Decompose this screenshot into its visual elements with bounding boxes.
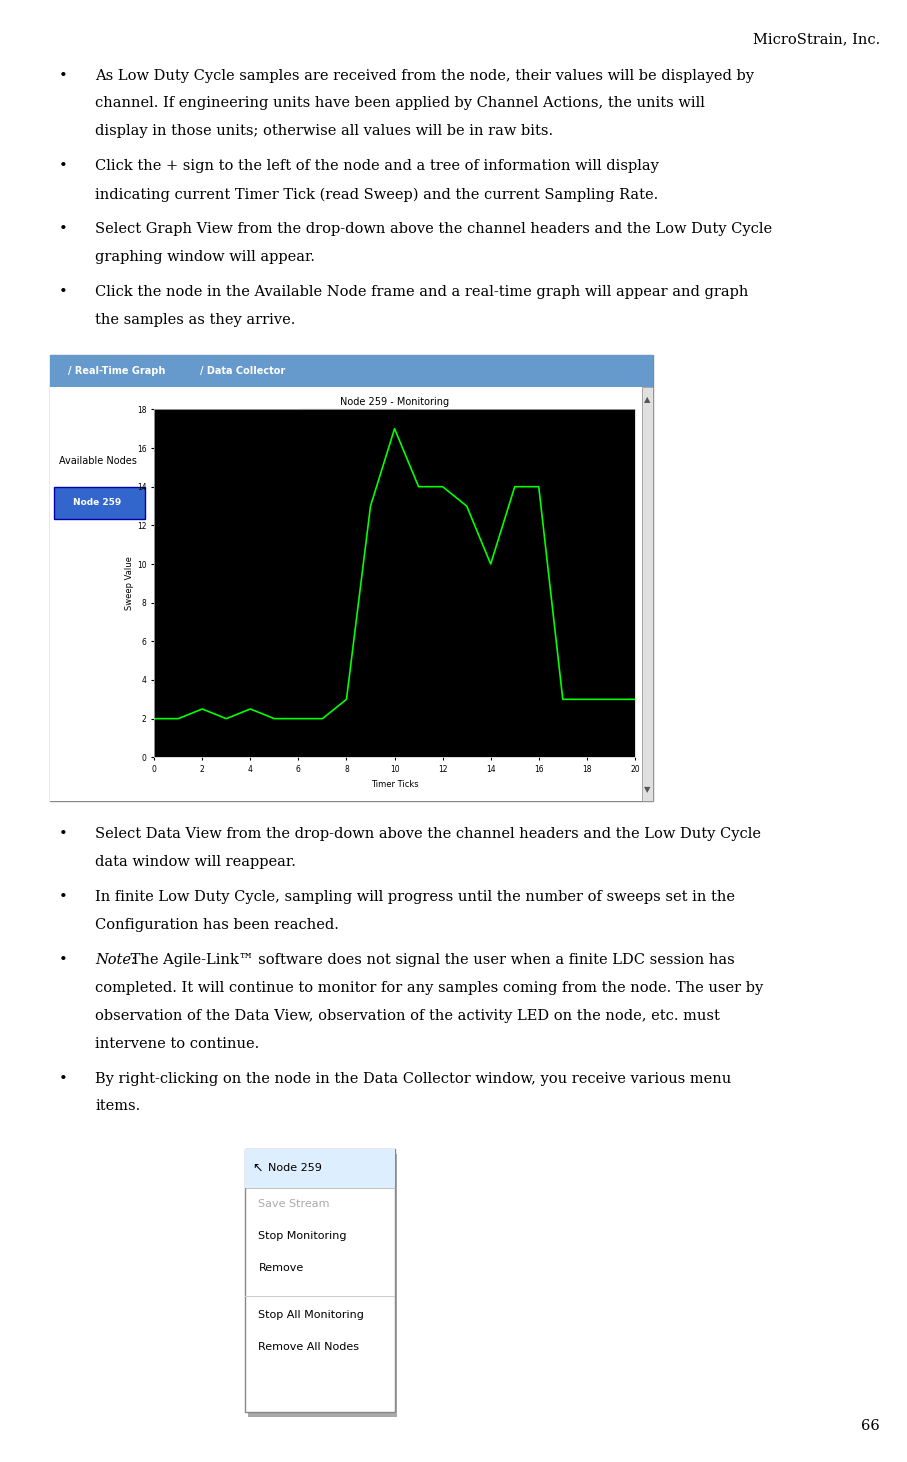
Text: □ Monitor for any node.: □ Monitor for any node. [444, 420, 561, 428]
Text: completed. It will continue to monitor for any samples coming from the node. The: completed. It will continue to monitor f… [95, 981, 764, 996]
Text: indicating current Timer Tick (read Sweep) and the current Sampling Rate.: indicating current Timer Tick (read Swee… [95, 187, 658, 202]
Text: •: • [59, 1072, 68, 1086]
Text: Click the + sign to the left of the node and a tree of information will display: Click the + sign to the left of the node… [95, 159, 659, 174]
Text: By right-clicking on the node in the Data Collector window, you receive various : By right-clicking on the node in the Dat… [95, 1072, 731, 1086]
Text: •: • [59, 69, 68, 83]
FancyBboxPatch shape [245, 1149, 395, 1187]
Text: ▼: ▼ [401, 421, 406, 427]
FancyBboxPatch shape [248, 1154, 397, 1417]
FancyBboxPatch shape [642, 387, 653, 801]
Text: 66: 66 [861, 1418, 880, 1433]
Text: Note:: Note: [95, 953, 136, 968]
Text: Node 259: Node 259 [268, 1164, 321, 1174]
Title: Node 259 - Monitoring: Node 259 - Monitoring [340, 398, 449, 408]
Text: items.: items. [95, 1099, 141, 1114]
Text: observation of the Data View, observation of the activity LED on the node, etc. : observation of the Data View, observatio… [95, 1009, 720, 1023]
Text: •: • [59, 222, 68, 237]
Text: ▲: ▲ [644, 395, 651, 404]
Text: Stop Monitoring: Stop Monitoring [258, 1231, 347, 1241]
Text: Select Graph View from the drop-down above the channel headers and the Low Duty : Select Graph View from the drop-down abo… [95, 222, 773, 237]
FancyBboxPatch shape [245, 1149, 395, 1412]
Text: channel. If engineering units have been applied by Channel Actions, the units wi: channel. If engineering units have been … [95, 96, 705, 111]
Text: MicroStrain, Inc.: MicroStrain, Inc. [753, 32, 880, 47]
Text: data window will reappear.: data window will reappear. [95, 855, 296, 870]
Text: / Data Collector: / Data Collector [200, 367, 285, 376]
FancyBboxPatch shape [54, 487, 145, 519]
Text: Remove All Nodes: Remove All Nodes [258, 1342, 359, 1352]
Text: Remove: Remove [258, 1263, 304, 1273]
Text: •: • [59, 159, 68, 174]
Text: Select Data View from the drop-down above the channel headers and the Low Duty C: Select Data View from the drop-down abov… [95, 827, 761, 842]
Text: / Real-Time Graph: / Real-Time Graph [68, 367, 165, 376]
Text: •: • [59, 953, 68, 968]
Text: intervene to continue.: intervene to continue. [95, 1037, 259, 1051]
Text: •: • [59, 827, 68, 842]
Text: ▼: ▼ [644, 785, 651, 794]
Text: display in those units; otherwise all values will be in raw bits.: display in those units; otherwise all va… [95, 124, 553, 139]
Text: Save Stream: Save Stream [258, 1199, 330, 1209]
Text: As Low Duty Cycle samples are received from the node, their values will be displ: As Low Duty Cycle samples are received f… [95, 69, 755, 83]
FancyBboxPatch shape [299, 409, 408, 442]
FancyBboxPatch shape [50, 355, 653, 801]
Text: Graph View: Graph View [317, 420, 374, 428]
Text: •: • [59, 285, 68, 300]
Text: Configuration has been reached.: Configuration has been reached. [95, 918, 339, 933]
Text: Node 259: Node 259 [73, 499, 121, 507]
X-axis label: Timer Ticks: Timer Ticks [371, 779, 418, 788]
Text: Available Nodes: Available Nodes [59, 456, 137, 465]
Text: Click the node in the Available Node frame and a real-time graph will appear and: Click the node in the Available Node fra… [95, 285, 748, 300]
Text: •: • [59, 890, 68, 905]
FancyBboxPatch shape [50, 387, 653, 801]
Text: In finite Low Duty Cycle, sampling will progress until the number of sweeps set : In finite Low Duty Cycle, sampling will … [95, 890, 736, 905]
Text: the samples as they arrive.: the samples as they arrive. [95, 313, 296, 327]
FancyBboxPatch shape [50, 355, 653, 387]
Bar [245, 1295, 395, 1297]
Text: The Agile-Link™ software does not signal the user when a finite LDC session has: The Agile-Link™ software does not signal… [125, 953, 735, 968]
Y-axis label: Sweep Value: Sweep Value [125, 557, 134, 610]
Text: Stop All Monitoring: Stop All Monitoring [258, 1310, 365, 1320]
Text: graphing window will appear.: graphing window will appear. [95, 250, 316, 265]
Text: ↖: ↖ [252, 1162, 263, 1175]
